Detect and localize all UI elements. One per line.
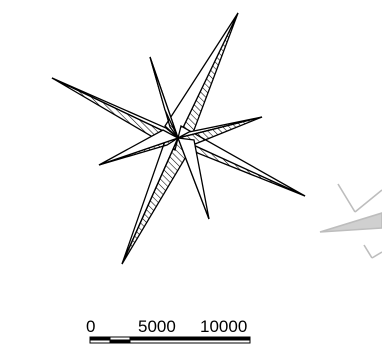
compass-short-point-north-light <box>149 56 179 139</box>
compass-short-point-west-light <box>98 129 180 166</box>
compass-point-north-east-light <box>164 12 239 140</box>
compass-point-south-east-light <box>177 125 306 197</box>
scale-bar-segment-2 <box>109 339 131 344</box>
compass-point-south-west-shaded <box>121 136 191 265</box>
scale-bar-graphic <box>89 336 251 344</box>
scale-bar-segment-1 <box>89 336 111 341</box>
scale-bar: 0 5000 10000 <box>86 317 251 344</box>
compass-short-point-south-light <box>177 137 210 220</box>
scale-bar-segment-4 <box>169 336 251 341</box>
compass-rose-icon <box>51 12 306 265</box>
scale-label-0: 0 <box>86 317 95 336</box>
north-arrow-icon <box>319 183 382 259</box>
scale-label-5000: 5000 <box>138 317 176 336</box>
scale-bar-segment-3 <box>129 336 171 341</box>
scale-label-10000: 10000 <box>200 317 247 336</box>
